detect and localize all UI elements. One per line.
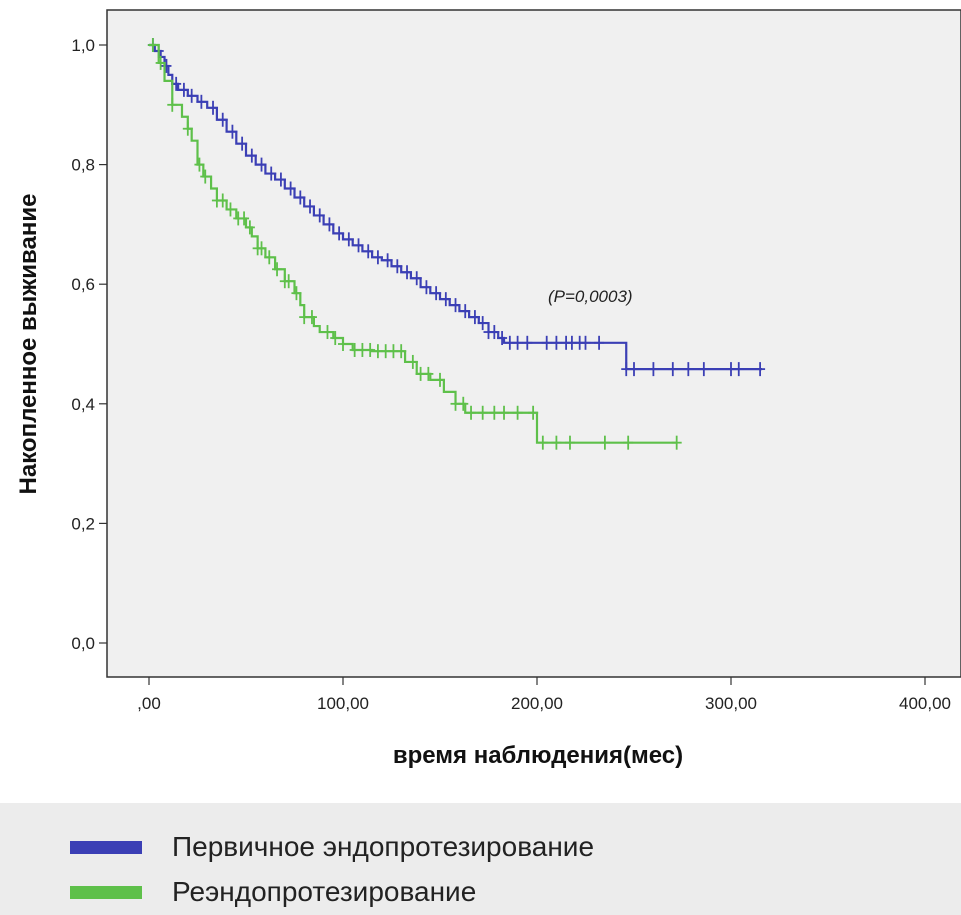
x-tick-label: 100,00	[317, 694, 369, 713]
series-primary	[147, 38, 766, 377]
legend-label-revision: Реэндопротезирование	[172, 876, 477, 907]
legend: Первичное эндопротезирование Реэндопроте…	[0, 803, 961, 915]
y-tick-label: 0,0	[71, 634, 95, 653]
series-revision	[147, 38, 682, 450]
x-axis: ,00 100,00 200,00 300,00 400,00	[137, 677, 951, 713]
y-axis: 0,0 0,2 0,4 0,6 0,8 1,0	[71, 36, 107, 653]
y-axis-title: Накопленное выживание	[15, 194, 42, 495]
y-tick-label: 0,4	[71, 395, 95, 414]
x-axis-title: время наблюдения(мес)	[393, 742, 683, 769]
legend-label-primary: Первичное эндопротезирование	[172, 831, 595, 862]
x-tick-label: ,00	[137, 694, 161, 713]
y-tick-label: 0,8	[71, 156, 95, 175]
series-layer	[147, 38, 766, 450]
legend-item-primary: Первичное эндопротезирование	[70, 827, 594, 867]
y-tick-label: 0,6	[71, 275, 95, 294]
survival-curve	[149, 43, 763, 371]
p-value-annotation: (P=0,0003)	[548, 287, 633, 306]
legend-swatch-revision	[70, 885, 142, 899]
y-tick-label: 1,0	[71, 36, 95, 55]
x-tick-label: 300,00	[705, 694, 757, 713]
x-tick-label: 400,00	[899, 694, 951, 713]
legend-item-revision: Реэндопротезирование	[70, 872, 476, 912]
legend-swatch-primary	[70, 840, 142, 854]
y-tick-label: 0,2	[71, 514, 95, 533]
x-tick-label: 200,00	[511, 694, 563, 713]
survival-chart: 0,0 0,2 0,4 0,6 0,8 1,0 ,00 100,00 200,00 300,00…	[15, 9, 961, 769]
